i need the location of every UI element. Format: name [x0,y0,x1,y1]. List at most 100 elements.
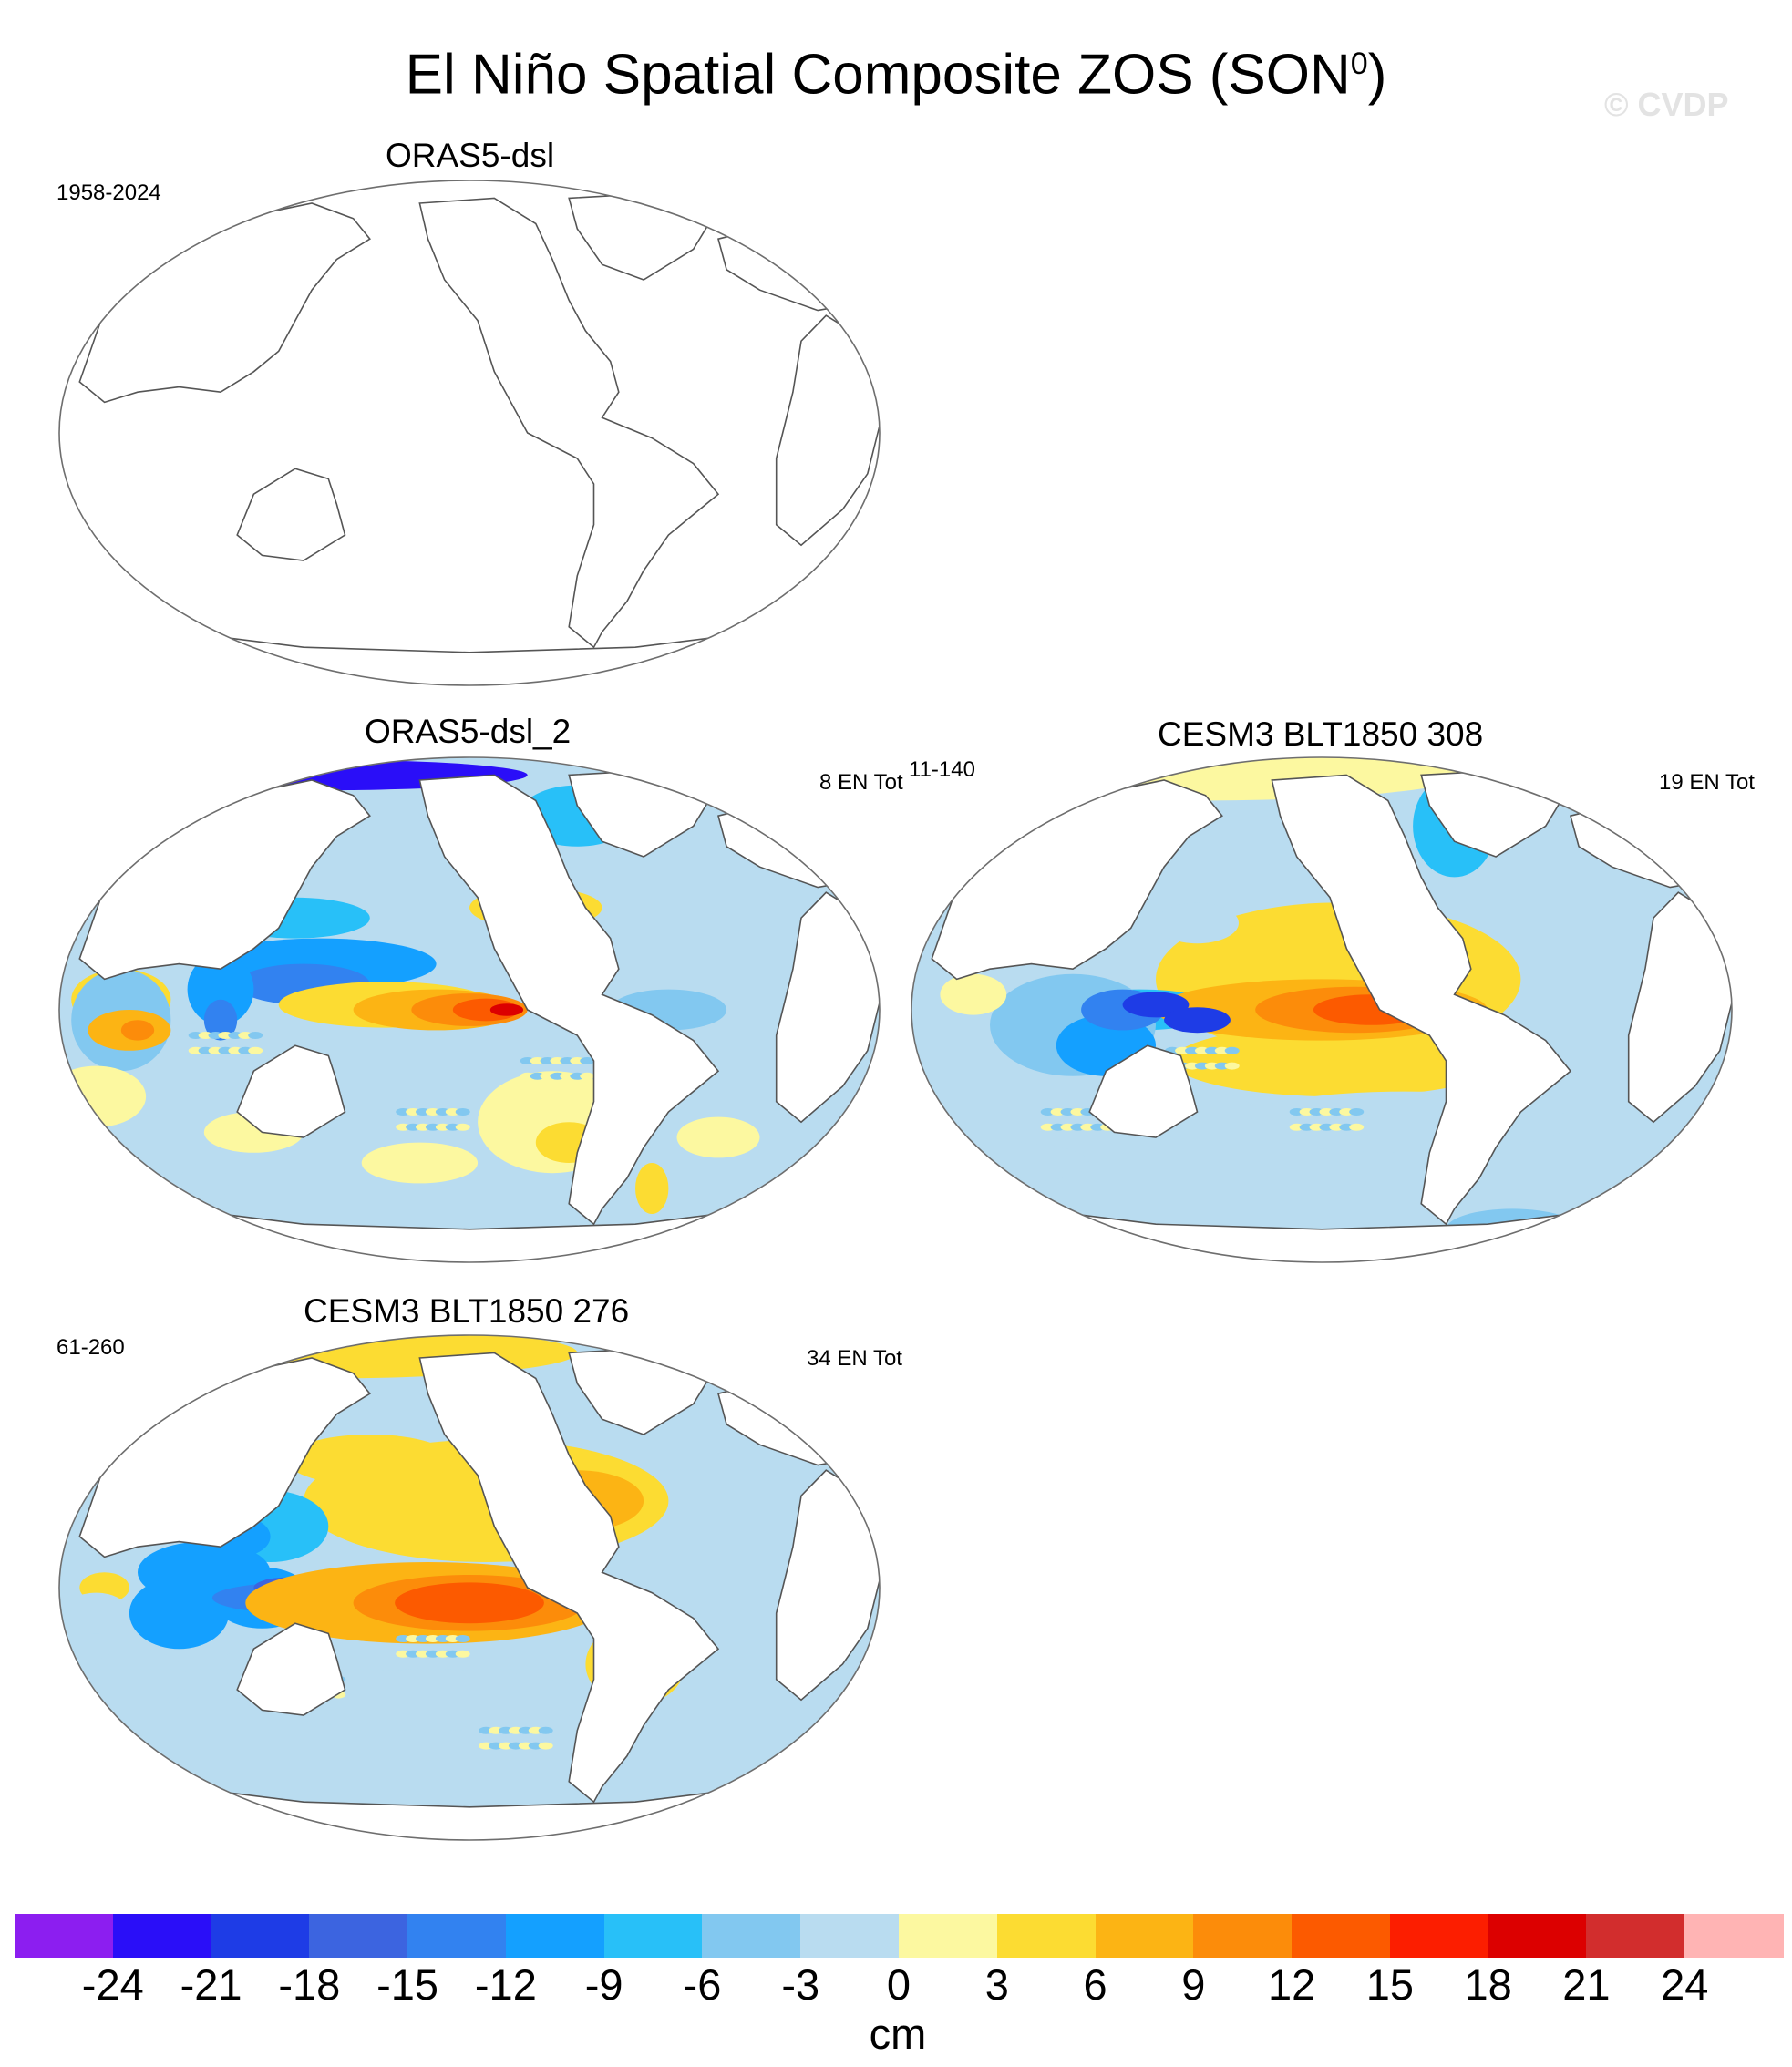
colorbar-tick-label: -3 [781,1960,820,2009]
landmass-africa [775,314,880,547]
anomaly-contour [436,1589,520,1616]
robinson-map [911,756,1733,1263]
event-count-label: 19 EN Tot [1659,770,1755,795]
colorbar-swatch [505,1914,605,1958]
colorbar-swatch [112,1914,212,1958]
colorbar-swatch [702,1914,801,1958]
anomaly-contour [923,1142,1090,1184]
anomaly-contour [129,1577,230,1650]
anomaly-speckle [538,1742,553,1750]
colorbar [15,1914,1784,1958]
anomaly-contour [203,999,238,1041]
map-panel-cesm3-276 [55,1332,884,1843]
watermark: © CVDP [1604,86,1729,123]
map-panel-cesm3-308 [907,755,1736,1265]
map-border [58,756,881,1263]
colorbar-swatch [603,1914,704,1958]
anomaly-contour [120,1020,155,1041]
period-label: 1958-2024 [57,180,161,205]
map-contents [911,757,1732,1262]
anomaly-speckle [455,1123,470,1131]
colorbar-tick-label: -12 [474,1960,537,2009]
anomaly-contour [635,1163,669,1214]
map-panel-oras5-dsl [55,178,884,688]
landmass-australia [236,468,346,561]
landmass-africa [775,891,880,1124]
colorbar-tick-label: -9 [584,1960,623,2009]
anomaly-contour [940,973,1007,1015]
anomaly-speckle [455,1108,470,1116]
colorbar-tick-label: -18 [278,1960,341,2009]
anomaly-contour [262,1669,594,1731]
anomaly-speckle [248,1046,263,1054]
robinson-map [58,180,881,686]
anomaly-speckle [1349,1108,1365,1116]
panel-title: CESM3 BLT1850 308 [1158,715,1484,753]
anomaly-contour [286,1435,453,1486]
colorbar-tick-label: -24 [81,1960,144,2009]
landmass-americas [418,197,720,649]
colorbar-unit-label: cm [869,2010,927,2058]
period-label: 11-140 [909,757,975,782]
anomaly-speckle [580,1057,595,1064]
landmass-africa [775,1469,880,1702]
colorbar-tick-label: 0 [886,1960,911,2009]
colorbar-tick-label: -6 [683,1960,722,2009]
colorbar-tick-label: -15 [376,1960,439,2009]
landmass-americas [418,1352,720,1804]
colorbar-swatch [1193,1914,1293,1958]
event-count-label: 8 EN Tot [819,770,903,795]
figure-title: El Niño Spatial Composite ZOS (SON0) [405,43,1387,107]
colorbar-tick-label: 6 [1083,1960,1107,2009]
colorbar-swatch [1095,1914,1194,1958]
anomaly-contour [1156,902,1239,944]
colorbar-tick-label: -21 [180,1960,242,2009]
colorbar-swatch [996,1914,1097,1958]
anomaly-contour [63,1592,129,1634]
panel-title: ORAS5-dsl [386,137,555,174]
anomaly-contour [1122,992,1190,1018]
anomaly-contour [179,1163,230,1204]
anomaly-contour [59,1065,147,1127]
panel-title: ORAS5-dsl_2 [365,713,572,750]
colorbar-tick-label: 21 [1562,1960,1611,2009]
colorbar-swatch [1488,1914,1588,1958]
colorbar-tick-label: 18 [1464,1960,1512,2009]
period-label: 61-260 [57,1335,125,1360]
anomaly-contour [361,1142,479,1184]
anomaly-speckle [580,1072,595,1080]
map-border [58,1334,881,1841]
landmass-australia [236,1622,346,1716]
colorbar-tick-label: 12 [1267,1960,1316,2009]
anomaly-speckle [455,1650,470,1658]
map-border [911,756,1733,1263]
map-panel-oras5-dsl-2 [55,755,884,1265]
colorbar-swatch [899,1914,998,1958]
colorbar-swatch [407,1914,507,1958]
landmass-australia [1088,1044,1199,1138]
map-contents [59,180,880,685]
map-border [58,180,881,686]
colorbar-swatch [211,1914,310,1958]
anomaly-speckle [1224,1046,1240,1054]
panel-title: CESM3 BLT1850 276 [304,1292,630,1330]
robinson-map [58,1334,881,1841]
anomaly-speckle [455,1635,470,1642]
anomaly-contour [88,1649,188,1711]
colorbar-swatch [800,1914,900,1958]
map-contents [59,757,880,1262]
anomaly-contour [187,953,254,1025]
colorbar-tick-label: 24 [1661,1960,1709,2009]
anomaly-speckle [538,1726,553,1734]
colorbar-tick-label: 3 [984,1960,1009,2009]
colorbar-swatch [1586,1914,1685,1958]
colorbar-tick-label: 9 [1181,1960,1206,2009]
colorbar-swatch [1292,1914,1391,1958]
colorbar-swatch [1389,1914,1489,1958]
colorbar-swatch [309,1914,408,1958]
anomaly-contour [676,1116,760,1158]
event-count-label: 34 EN Tot [807,1346,902,1371]
colorbar-swatch [15,1914,114,1958]
anomaly-speckle [1349,1123,1365,1131]
anomaly-contour [1164,1007,1231,1034]
